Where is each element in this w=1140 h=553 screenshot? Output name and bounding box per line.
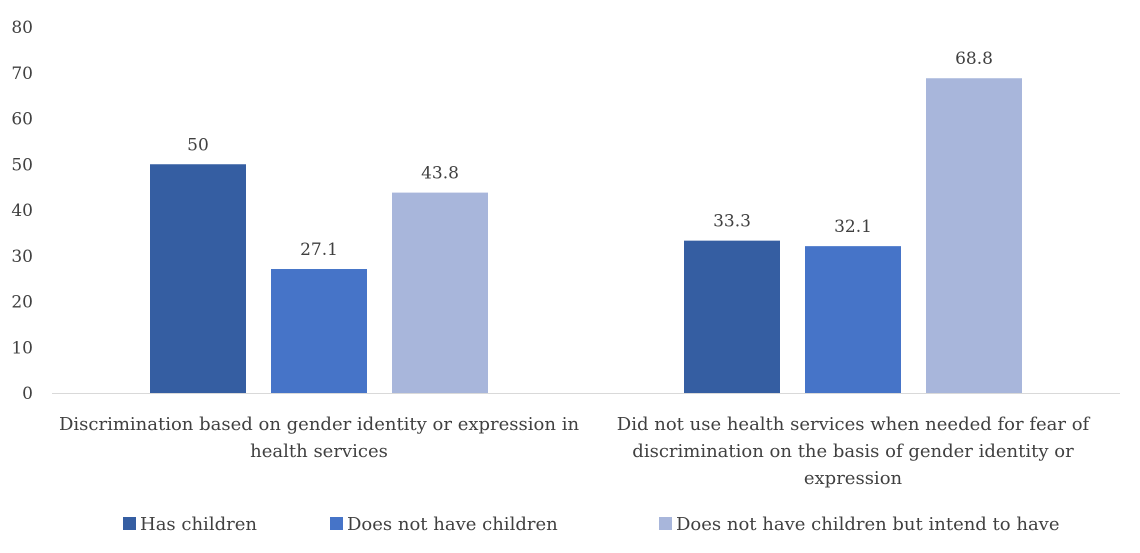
label-layer: 50 27.1 43.8 33.3 32.1 68.8 [187, 49, 993, 260]
bar [392, 192, 488, 393]
data-label: 32.1 [834, 217, 872, 237]
category-layer: Discrimination based on gender identity … [59, 414, 1091, 489]
x-category-label: Did not use health services when needed … [617, 414, 1091, 435]
x-category-label: Discrimination based on gender identity … [59, 414, 579, 435]
legend-swatch [330, 517, 343, 530]
data-label: 33.3 [713, 212, 751, 232]
legend-label: Does not have children [347, 514, 558, 535]
bar [271, 269, 367, 393]
legend-swatch [123, 517, 136, 530]
y-tick-label: 10 [11, 338, 33, 358]
legend-label: Does not have children but intend to hav… [676, 514, 1060, 535]
bar [684, 240, 780, 393]
y-tick-label: 20 [11, 293, 33, 313]
legend-swatch [659, 517, 672, 530]
bar [150, 164, 246, 393]
x-category-label: expression [804, 468, 903, 489]
x-category-label: health services [250, 441, 388, 462]
y-tick-label: 60 [11, 110, 33, 130]
y-tick-label: 50 [11, 155, 33, 175]
bar [926, 78, 1022, 394]
y-tick-label: 30 [11, 247, 33, 267]
data-label: 43.8 [421, 164, 459, 184]
axis-layer: 0 10 20 30 40 50 60 70 80 [11, 18, 1120, 404]
data-label: 68.8 [955, 49, 993, 69]
data-label: 27.1 [300, 240, 338, 260]
y-tick-label: 0 [22, 384, 33, 404]
data-label: 50 [187, 135, 209, 155]
y-tick-label: 70 [11, 64, 33, 84]
y-tick-label: 40 [11, 201, 33, 221]
bar-layer [150, 78, 1022, 394]
bar [805, 246, 901, 393]
x-category-label: discrimination on the basis of gender id… [632, 441, 1074, 462]
legend: Has children Does not have children Does n… [123, 514, 1060, 535]
y-tick-label: 80 [11, 18, 33, 38]
legend-label: Has children [140, 514, 257, 535]
